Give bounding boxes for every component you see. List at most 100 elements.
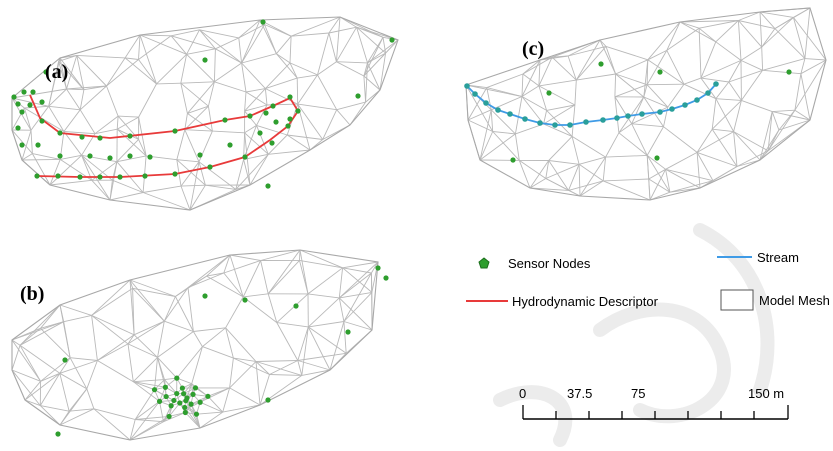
sensor-node (174, 375, 180, 381)
sensor-node (522, 116, 528, 122)
stream-nodes (464, 81, 719, 128)
sensor-node (583, 119, 589, 125)
sensor-node (375, 265, 381, 271)
scale-bar-ticks (522, 405, 789, 419)
sensor-node (182, 404, 188, 411)
scale-label-37-5: 37.5 (567, 386, 592, 401)
sensor-node (247, 113, 253, 119)
sensor-node (552, 122, 558, 128)
sensor-node (654, 155, 660, 161)
sensor-node (625, 113, 631, 119)
sensor-node (127, 133, 133, 139)
sensor-node (15, 125, 21, 131)
sensor-node (151, 387, 158, 393)
sensor-node (39, 118, 45, 124)
panel-a-label: (a) (45, 61, 68, 83)
sensor-node (156, 398, 163, 404)
sensor-node (182, 409, 188, 416)
watermark (493, 223, 775, 447)
sensor-node (97, 174, 103, 180)
sensor-node (55, 431, 61, 437)
sensor-node (30, 89, 36, 95)
sensor-node (657, 109, 663, 115)
sensor-node (19, 142, 25, 148)
model-mesh (465, 7, 827, 201)
sensor-node (242, 154, 248, 160)
sensor-node (713, 81, 719, 87)
sensor-node (181, 391, 187, 397)
legend-hydrodynamic-descriptor: Hydrodynamic Descriptor (466, 294, 659, 309)
sensor-node (57, 130, 63, 136)
sensor-node (285, 123, 291, 129)
sensor-node (177, 400, 183, 406)
sensor-node (260, 19, 266, 25)
scale-label-0: 0 (519, 386, 526, 401)
sensor-node (389, 37, 395, 43)
sensor-node (15, 101, 21, 107)
sensor-node (188, 401, 194, 407)
sensor-node (265, 183, 271, 189)
sensor-node (227, 142, 233, 148)
scale-bar: 0 37.5 75 150 m (519, 386, 789, 420)
sensor-node (183, 398, 189, 404)
sensor-node (546, 90, 552, 96)
sensor-node (147, 154, 153, 160)
mesh-boundary (465, 7, 827, 201)
sensor-nodes (55, 265, 389, 437)
panel-a (11, 16, 399, 211)
sensor-node (162, 384, 168, 390)
sensor-node (117, 174, 123, 180)
sensor-node (190, 391, 196, 397)
sensor-node (295, 108, 301, 114)
sensor-node (19, 109, 25, 115)
sensor-node (97, 135, 103, 141)
panel-b-label: (b) (20, 283, 44, 305)
sensor-node (172, 171, 178, 177)
sensor-node (127, 153, 133, 159)
sensor-node (639, 111, 645, 117)
legend: Sensor Nodes Hydrodynamic Descriptor Str… (466, 250, 830, 311)
sensor-node (171, 397, 177, 404)
sensor-node (293, 303, 299, 309)
legend-stream-label: Stream (757, 250, 799, 265)
sensor-node (614, 115, 620, 121)
sensor-node (197, 399, 203, 405)
sensor-node (464, 83, 470, 89)
sensor-node (79, 134, 85, 140)
panel-c (464, 7, 827, 201)
sensor-node (269, 140, 275, 146)
sensor-node (383, 275, 389, 281)
sensor-node (55, 173, 61, 179)
sensor-node (205, 393, 211, 399)
sensor-node (202, 57, 208, 63)
sensor-node (257, 130, 263, 136)
sensor-node (39, 99, 45, 105)
sensor-node (273, 119, 279, 125)
sensor-node (11, 94, 17, 100)
mesh-boundary (11, 249, 379, 441)
sensor-node (287, 94, 293, 100)
sensor-node (263, 110, 269, 116)
sensor-node (57, 153, 63, 159)
sensor-node (567, 122, 573, 128)
sensor-node (287, 116, 293, 122)
legend-sensor-nodes-label: Sensor Nodes (508, 256, 591, 271)
sensor-node (507, 111, 513, 117)
sensor-node-symbol (478, 257, 490, 269)
sensor-node (77, 174, 83, 180)
sensor-node (174, 390, 180, 397)
sensor-node (537, 120, 543, 126)
sensor-nodes (510, 61, 792, 163)
sensor-node (355, 93, 361, 99)
sensor-node (179, 385, 185, 391)
legend-model-mesh-label: Model Mesh (759, 293, 830, 308)
sensor-node (483, 100, 489, 106)
legend-hydrodynamic-descriptor-label: Hydrodynamic Descriptor (512, 294, 659, 309)
sensor-node (694, 97, 700, 103)
model-mesh (11, 249, 379, 441)
legend-stream: Stream (717, 250, 799, 265)
sensor-node (657, 69, 663, 75)
sensor-node (786, 69, 792, 75)
sensor-node (27, 102, 33, 108)
sensor-node (345, 329, 351, 335)
